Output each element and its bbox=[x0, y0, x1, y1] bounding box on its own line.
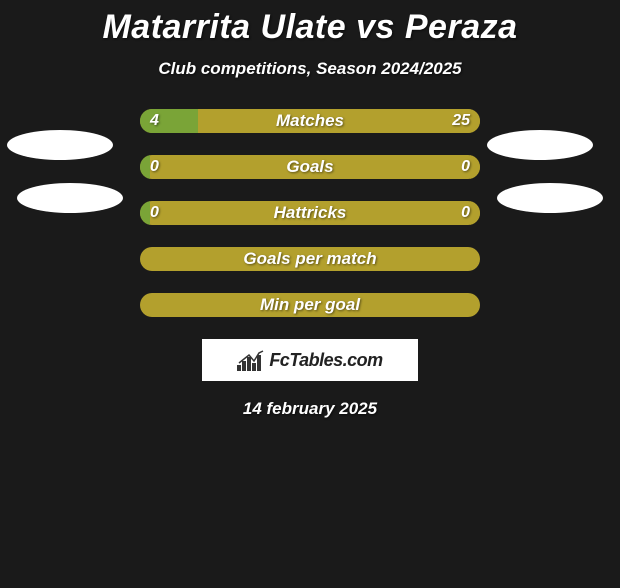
fctables-badge[interactable]: FcTables.com bbox=[202, 339, 418, 381]
stat-value-left: 4 bbox=[140, 109, 169, 133]
stat-label: Hattricks bbox=[140, 201, 480, 225]
stat-row: Min per goal bbox=[140, 293, 480, 317]
stat-row: Hattricks0 0 bbox=[140, 201, 480, 225]
stat-value-right: 0 bbox=[451, 155, 480, 179]
subtitle: Club competitions, Season 2024/2025 bbox=[0, 59, 620, 79]
stat-value-left: 0 bbox=[140, 201, 169, 225]
stat-value-right: 25 bbox=[442, 109, 480, 133]
fctables-logo-icon bbox=[237, 349, 265, 371]
stat-value-left: 0 bbox=[140, 155, 169, 179]
stat-value-right: 0 bbox=[451, 201, 480, 225]
stat-row: Goals0 0 bbox=[140, 155, 480, 179]
date-text: 14 february 2025 bbox=[0, 399, 620, 419]
stat-row: Goals per match bbox=[140, 247, 480, 271]
stat-label: Goals per match bbox=[140, 247, 480, 271]
fctables-badge-text: FcTables.com bbox=[269, 350, 382, 371]
page-title: Matarrita Ulate vs Peraza bbox=[0, 8, 620, 47]
stat-label: Goals bbox=[140, 155, 480, 179]
stat-label: Min per goal bbox=[140, 293, 480, 317]
stats-container: Matches425Goals00Hattricks00Goals per ma… bbox=[0, 109, 620, 317]
stat-label: Matches bbox=[140, 109, 480, 133]
stat-row: Matches4 25 bbox=[140, 109, 480, 133]
